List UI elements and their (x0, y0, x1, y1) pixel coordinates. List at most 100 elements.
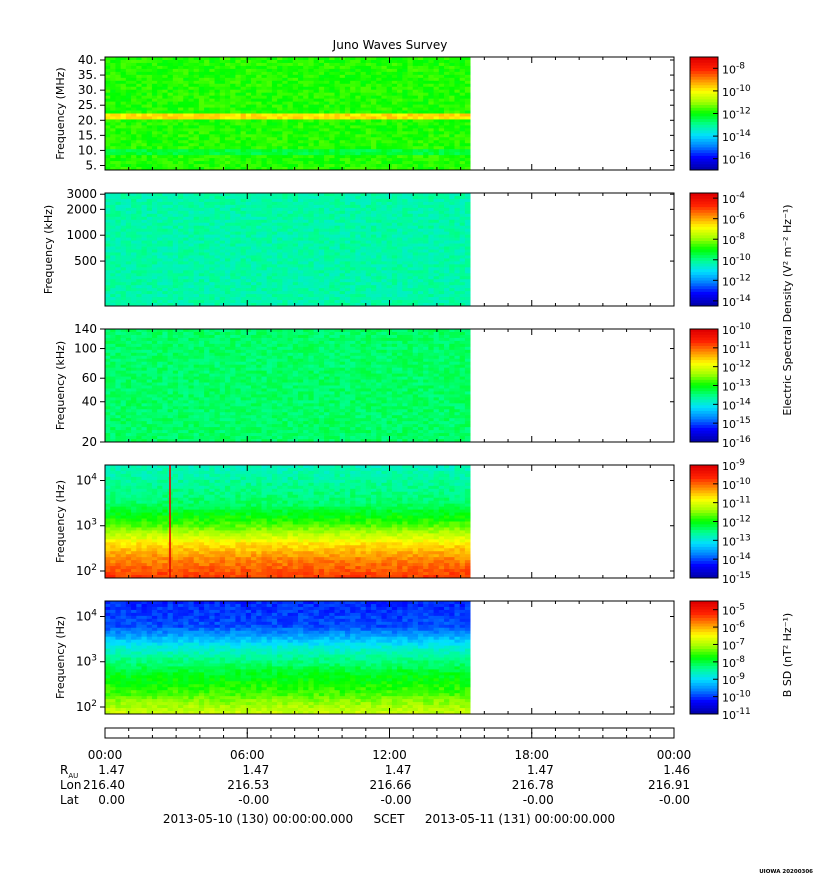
ephemeris-value: 216.66 (370, 778, 412, 792)
colorbar-tick-label: 10-7 (722, 637, 745, 652)
y-tick-label: 60 (82, 371, 97, 385)
y-tick-label: 5. (86, 158, 97, 172)
colorbar-tick-label: 10-15 (722, 416, 751, 431)
colorbar-tick-label: 10-10 (722, 84, 751, 99)
colorbar-tick-label: 10-13 (722, 379, 751, 394)
ephemeris-value: -0.00 (380, 793, 411, 807)
time-tick-label: 00:00 (657, 748, 692, 762)
ephemeris-value: 1.47 (98, 763, 125, 777)
ephemeris-value: -0.00 (523, 793, 554, 807)
colorbar: 10-5 10-6 10-7 10-8 10-9 10-10 10-11 (689, 600, 751, 722)
ephemeris-value: 1.46 (663, 763, 690, 777)
ephemeris-value: 1.47 (243, 763, 270, 777)
ephemeris-value: -0.00 (659, 793, 690, 807)
ephemeris-value: 216.91 (648, 778, 690, 792)
colorbar-tick-label: 10-14 (722, 397, 751, 412)
colorbar-tick-label: 10-4 (722, 191, 745, 206)
colorbar-tick-label: 10-10 (722, 322, 751, 337)
colorbar-tick-label: 10-8 (722, 232, 745, 247)
y-axis-label: Frequency (MHz) (54, 67, 67, 159)
y-axis-label: Frequency (kHz) (54, 341, 67, 430)
ephemeris-value: 216.78 (512, 778, 554, 792)
time-tick-label: 12:00 (372, 748, 407, 762)
colorbar-tick-label: 10-8 (722, 61, 745, 76)
colorbar-tick-label: 10-5 (722, 603, 745, 618)
time-tick-label: 00:00 (88, 748, 123, 762)
colorbar-tick-label: 10-16 (722, 152, 751, 167)
y-tick-label: 35. (78, 68, 97, 82)
y-tick-label: 40 (82, 395, 97, 409)
colorbar-tick-label: 10-12 (722, 515, 751, 530)
colorbar-tick-label: 10-16 (722, 435, 751, 450)
colorbar-tick-label: 10-14 (722, 552, 751, 567)
ephemeris-value: -0.00 (238, 793, 269, 807)
y-tick-label: 500 (74, 254, 97, 268)
time-tick-label: 06:00 (230, 748, 265, 762)
date-start: 2013-05-10 (130) 00:00:00.000 (163, 812, 353, 826)
y-tick-label: 15. (78, 128, 97, 142)
colorbar-tick-label: 10-13 (722, 533, 751, 548)
y-tick-label: 140 (74, 322, 97, 336)
time-tick-label: 18:00 (514, 748, 549, 762)
colorbar-tick-label: 10-10 (722, 690, 751, 705)
y-tick-label: 103 (76, 518, 97, 533)
y-tick-label: 102 (76, 699, 97, 714)
spectrogram-image (105, 465, 471, 579)
colorbar-tick-label: 10-9 (722, 672, 745, 687)
colorbar: 10-10 10-11 10-12 10-13 10-14 10-15 10-16 (689, 322, 751, 450)
y-axis-label: Frequency (Hz) (54, 480, 67, 563)
y-tick-label: 103 (76, 654, 97, 669)
colorbar-tick-label: 10-14 (722, 129, 751, 144)
colorbar-tick-label: 10-6 (722, 212, 745, 227)
spectrogram-panels: 40.35.30.25.20.15.10.5. Frequency (MHz) 10… (42, 53, 751, 722)
y-tick-label: 1000 (66, 228, 97, 242)
spectrogram-image (105, 601, 471, 715)
y-axis-label: Frequency (Hz) (54, 616, 67, 699)
y-tick-label: 10. (78, 143, 97, 157)
colorbar-tick-label: 10-12 (722, 273, 751, 288)
y-tick-label: 20. (78, 113, 97, 127)
y-tick-label: 40. (78, 53, 97, 67)
ephemeris-value: 0.00 (98, 793, 125, 807)
y-tick-label: 3000 (66, 187, 97, 201)
y-tick-label: 2000 (66, 202, 97, 216)
figure-title: Juno Waves Survey (332, 38, 448, 52)
ephemeris-value: 1.47 (527, 763, 554, 777)
ephemeris-value: 216.40 (83, 778, 125, 792)
scet-label: SCET (374, 812, 406, 826)
colorbar-tick-label: 10-12 (722, 107, 751, 122)
colorbar-tick-label: 10-14 (722, 294, 751, 309)
bsd-colorbar-label: B SD (nT² Hz⁻¹) (781, 613, 794, 697)
colorbar: 10-8 10-10 10-12 10-14 10-16 (689, 56, 751, 171)
colorbar-tick-label: 10-8 (722, 655, 745, 670)
colorbar-frame (689, 600, 719, 715)
ephemeris-value: 1.47 (385, 763, 412, 777)
y-tick-label: 30. (78, 83, 97, 97)
colorbar-tick-label: 10-11 (722, 707, 751, 722)
spectrogram-panel-1: 40.35.30.25.20.15.10.5. Frequency (MHz) 10… (54, 53, 751, 172)
colorbar-tick-label: 10-10 (722, 477, 751, 492)
y-tick-label: 100 (74, 342, 97, 356)
y-tick-label: 25. (78, 98, 97, 112)
date-end: 2013-05-11 (131) 00:00:00.000 (425, 812, 615, 826)
colorbar-tick-label: 10-11 (722, 341, 751, 356)
colorbar-tick-label: 10-9 (722, 458, 745, 473)
y-tick-label: 20 (82, 435, 97, 449)
shared-colorbar-label: Electric Spectral Density (V² m⁻² Hz⁻¹) (781, 204, 794, 415)
ephemeris-row-label: Lat (60, 793, 79, 807)
ephemeris-row-label: Lon (60, 778, 81, 792)
spectrogram-image (105, 193, 471, 307)
y-tick-label: 104 (76, 472, 97, 487)
colorbar-tick-label: 10-6 (722, 620, 745, 635)
spectrogram-image (105, 57, 471, 171)
footer-stamp: UIOWA 20200306 (759, 869, 813, 875)
colorbar-frame (689, 192, 719, 307)
y-axis-label: Frequency (kHz) (42, 205, 55, 294)
colorbar-tick-label: 10-12 (722, 360, 751, 375)
